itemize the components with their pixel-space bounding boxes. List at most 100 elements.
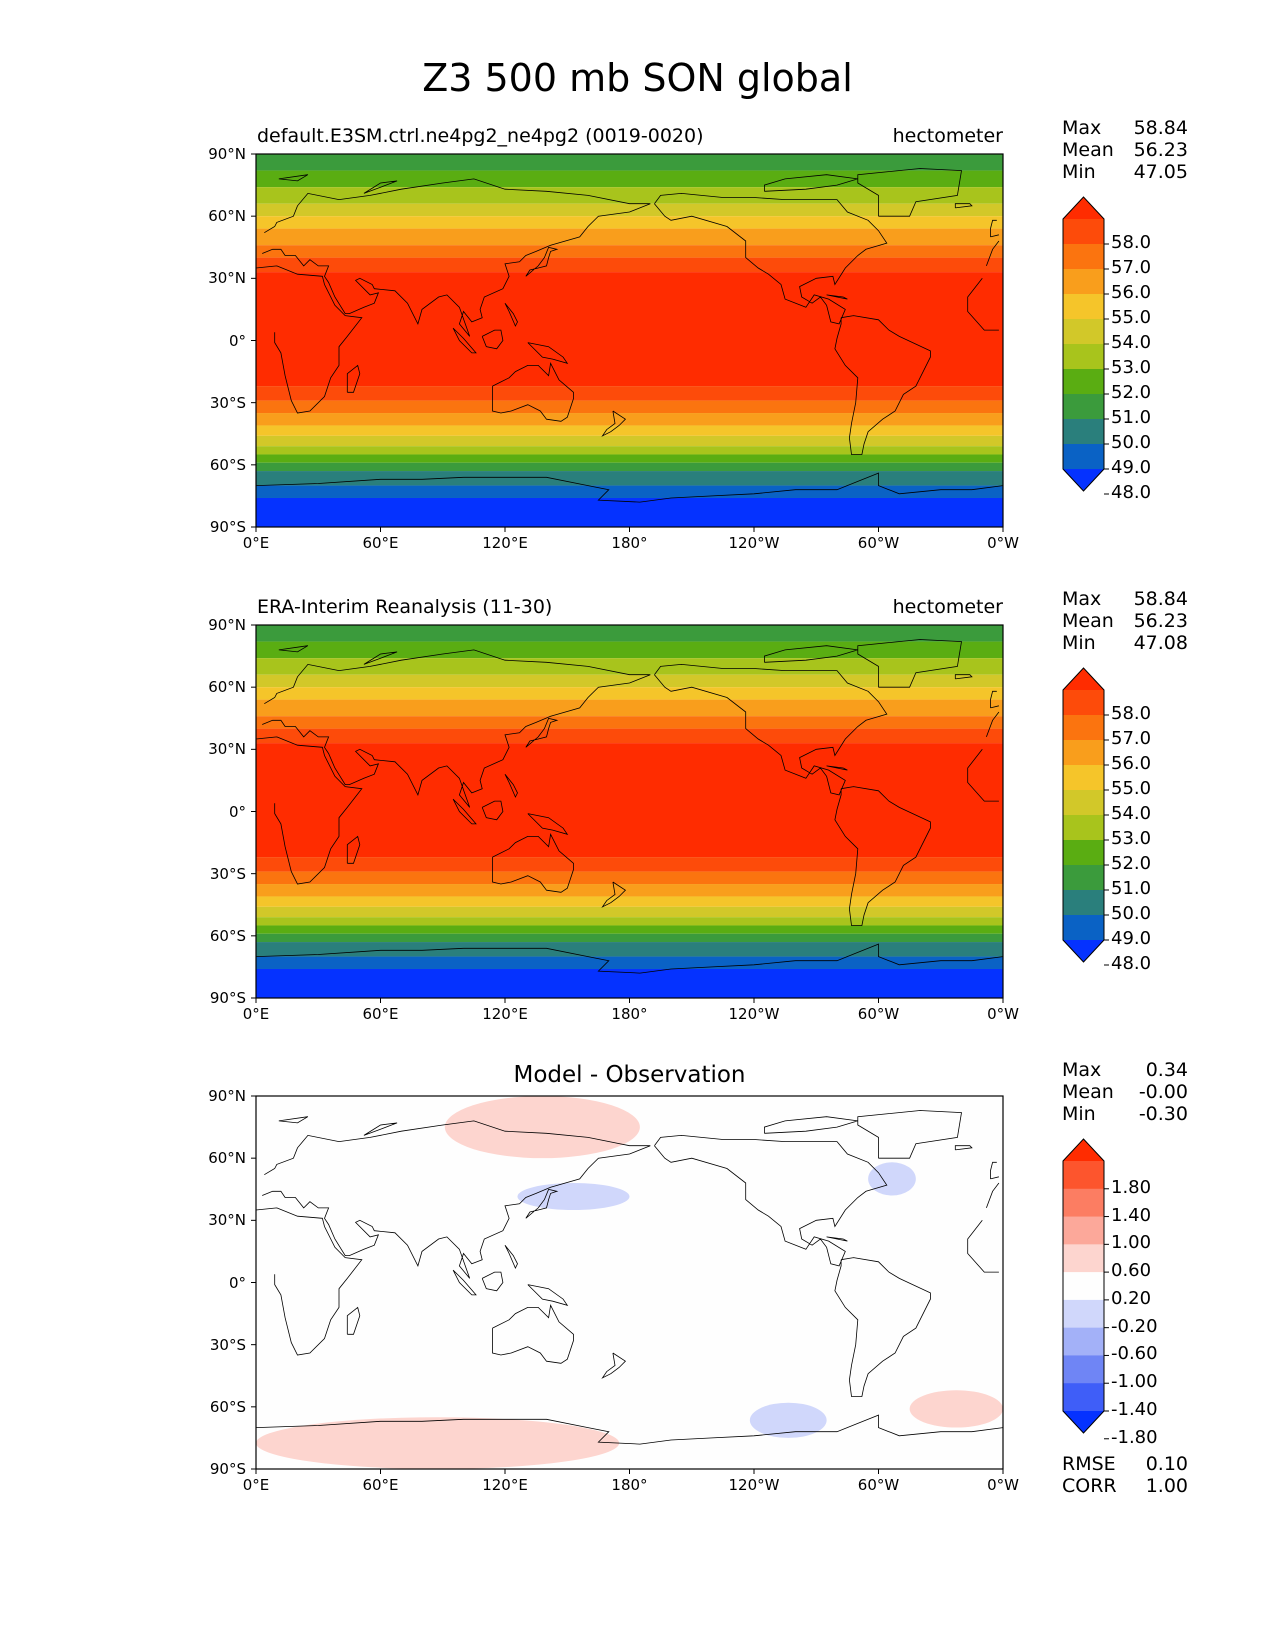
colorbar-segment bbox=[1063, 394, 1104, 420]
colorbar-segment bbox=[1063, 1327, 1104, 1356]
metric-row: RMSE 0.10 bbox=[1062, 1453, 1188, 1475]
lon-tick-label: 60°E bbox=[362, 1476, 399, 1494]
colorbar-segment bbox=[1063, 865, 1104, 891]
contour-band bbox=[256, 871, 1003, 885]
colorbar-segment bbox=[1063, 419, 1104, 445]
colorbar-segment bbox=[1063, 369, 1104, 395]
stat-label: Max bbox=[1062, 117, 1102, 139]
contour-band bbox=[256, 462, 1003, 472]
colorbar-segment bbox=[1063, 319, 1104, 345]
contour-band bbox=[256, 154, 1003, 171]
contour-band bbox=[256, 743, 1003, 858]
stat-label: Mean bbox=[1062, 1081, 1114, 1103]
contour-band bbox=[256, 699, 1003, 717]
lat-tick-label: 0° bbox=[228, 331, 246, 350]
lon-tick-label: 120°E bbox=[482, 1005, 528, 1023]
colorbar-segment bbox=[1063, 1383, 1104, 1412]
lon-tick-label: 120°W bbox=[728, 1476, 780, 1494]
lon-tick-label: 0°E bbox=[242, 1476, 270, 1494]
lon-tick-label: 60°E bbox=[362, 1005, 399, 1023]
diff-patch bbox=[517, 1183, 630, 1210]
colorbar-tick-label: 55.0 bbox=[1111, 778, 1152, 799]
lon-tick-label: 120°W bbox=[728, 1005, 780, 1023]
lat-tick-label: 30°N bbox=[208, 1211, 246, 1230]
colorbar-tick-label: 1.80 bbox=[1111, 1176, 1152, 1198]
colorbar-tick-label: 58.0 bbox=[1111, 703, 1152, 724]
colorbar-tick-label: 51.0 bbox=[1111, 407, 1152, 428]
colorbar-segment bbox=[1063, 715, 1104, 741]
lon-tick-label: 0°E bbox=[242, 534, 270, 552]
colorbar-segment bbox=[1063, 344, 1104, 370]
colorbar-segment bbox=[1063, 219, 1104, 245]
colorbar-segment bbox=[1063, 269, 1104, 295]
stat-label: Max bbox=[1062, 588, 1102, 610]
colorbar-tick-label: 57.0 bbox=[1111, 728, 1152, 749]
colorbar-segment bbox=[1063, 294, 1104, 320]
coastlines bbox=[256, 639, 1003, 974]
stat-value: 56.23 bbox=[1133, 139, 1188, 161]
contour-band bbox=[256, 716, 1003, 729]
colorbar-segment bbox=[1063, 690, 1104, 716]
contour-band bbox=[256, 497, 1003, 527]
colorbar-segment bbox=[1063, 1272, 1104, 1301]
metric-value: 1.00 bbox=[1145, 1475, 1188, 1497]
colorbar-segment bbox=[1063, 444, 1104, 470]
lon-tick-label: 180° bbox=[611, 534, 648, 552]
lat-tick-label: 90°N bbox=[208, 1087, 246, 1105]
stat-label: Mean bbox=[1062, 139, 1114, 161]
stat-value: 0.34 bbox=[1145, 1059, 1188, 1081]
lon-tick-label: 120°E bbox=[482, 534, 528, 552]
contour-band bbox=[256, 641, 1003, 659]
colorbar-tick-label: -1.80 bbox=[1111, 1426, 1158, 1448]
stat-value: 58.84 bbox=[1133, 117, 1188, 139]
stat-row: Min -0.30 bbox=[1062, 1103, 1188, 1125]
stat-value: 58.84 bbox=[1133, 588, 1188, 610]
contour-band bbox=[256, 435, 1003, 447]
colorbar-tick-label: 56.0 bbox=[1111, 282, 1152, 303]
colorbar-tick-label: 53.0 bbox=[1111, 828, 1152, 849]
lon-tick-label: 60°E bbox=[362, 534, 399, 552]
colorbar-extend-min bbox=[1063, 469, 1104, 491]
panel-title-left: ERA-Interim Reanalysis (11-30) bbox=[257, 596, 553, 618]
colorbar-segment bbox=[1063, 244, 1104, 270]
lat-tick-label: 30°S bbox=[209, 864, 246, 883]
lat-tick-label: 30°N bbox=[208, 740, 246, 759]
lat-tick-label: 60°S bbox=[209, 455, 246, 474]
contour-band bbox=[256, 400, 1003, 414]
contour-band bbox=[256, 413, 1003, 426]
diff-patch bbox=[444, 1096, 640, 1159]
stat-row: Max 58.84 bbox=[1062, 588, 1188, 610]
colorbar-tick-label: 52.0 bbox=[1111, 853, 1152, 874]
colorbar-extend-max bbox=[1063, 1139, 1104, 1161]
colorbar-segment bbox=[1063, 1161, 1104, 1190]
colorbar-tick-label: 55.0 bbox=[1111, 307, 1152, 328]
colorbar-extend-min bbox=[1063, 1411, 1104, 1433]
difference-map bbox=[256, 1096, 1003, 1469]
colorbar-tick-label: -0.60 bbox=[1111, 1343, 1158, 1365]
contour-band bbox=[256, 728, 1003, 744]
lon-tick-label: 0°W bbox=[987, 1476, 1019, 1494]
colorbar-tick-label: 54.0 bbox=[1111, 332, 1152, 353]
panel-title-left: default.E3SM.ctrl.ne4pg2_ne4pg2 (0019-00… bbox=[257, 125, 704, 147]
contour-band bbox=[256, 446, 1003, 455]
contour-band bbox=[256, 968, 1003, 998]
colorbar-tick-label: 53.0 bbox=[1111, 357, 1152, 378]
colorbar-tick-label: 48.0 bbox=[1111, 482, 1152, 503]
reference-colorbar bbox=[1062, 667, 1109, 966]
colorbar-tick-label: 1.40 bbox=[1111, 1204, 1152, 1226]
lat-tick-label: 60°N bbox=[208, 1149, 246, 1168]
colorbar-tick-label: 57.0 bbox=[1111, 257, 1152, 278]
lon-tick-label: 180° bbox=[611, 1005, 648, 1023]
panel-units: hectometer bbox=[892, 125, 1003, 147]
diff-patch bbox=[909, 1390, 1003, 1428]
stat-value: 56.23 bbox=[1133, 610, 1188, 632]
colorbar-tick-label: -0.20 bbox=[1111, 1315, 1158, 1337]
colorbar-segment bbox=[1063, 1216, 1104, 1245]
colorbar-tick-label: 51.0 bbox=[1111, 878, 1152, 899]
colorbar-tick-label: -1.40 bbox=[1111, 1399, 1158, 1420]
figure-title: Z3 500 mb SON global bbox=[422, 56, 853, 100]
colorbar-tick-label: 54.0 bbox=[1111, 803, 1152, 824]
stat-label: Min bbox=[1062, 161, 1096, 183]
lon-tick-label: 60°W bbox=[857, 534, 900, 552]
colorbar-tick-label: 48.0 bbox=[1111, 953, 1152, 974]
